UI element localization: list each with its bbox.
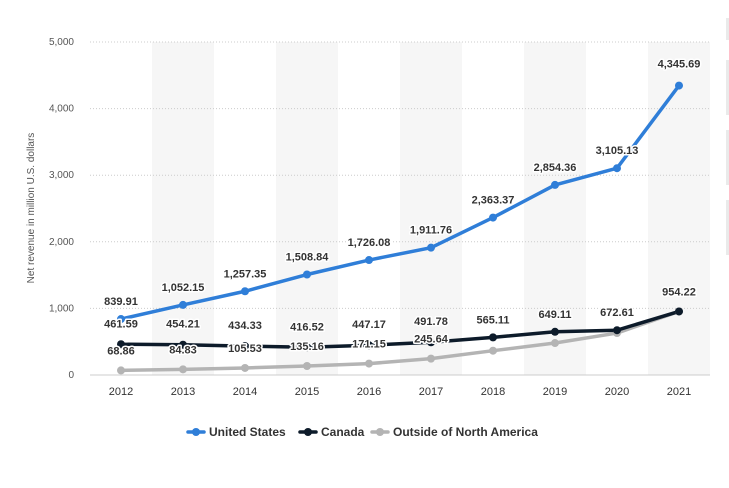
data-point <box>489 346 497 355</box>
data-point <box>241 363 249 372</box>
data-point <box>427 243 435 252</box>
y-axis-ticks: 0 1,000 2,000 3,000 4,000 5,000 <box>49 37 74 381</box>
data-label: 434.33 <box>228 320 262 332</box>
data-label: 68.86 <box>107 345 135 357</box>
data-label: 672.61 <box>600 307 634 319</box>
legend-swatch-marker <box>192 428 200 436</box>
data-label: 447.17 <box>352 319 386 331</box>
data-point <box>241 287 249 296</box>
data-label: 1,257.35 <box>224 268 267 280</box>
series-line-0 <box>119 83 681 321</box>
data-label: 454.21 <box>166 319 200 331</box>
data-point <box>489 213 497 222</box>
data-label: 1,508.84 <box>286 252 330 264</box>
x-tick-label: 2019 <box>543 386 567 398</box>
data-point <box>303 270 311 279</box>
legend-swatch-marker <box>376 428 384 436</box>
data-label: 649.11 <box>538 309 571 321</box>
plot-band <box>276 42 338 375</box>
data-label: 84.83 <box>169 344 197 356</box>
side-panel-edge <box>726 60 729 115</box>
data-point <box>303 361 311 370</box>
data-label: 3,105.13 <box>596 145 639 157</box>
data-point <box>675 307 683 316</box>
side-panel-edge <box>726 200 729 255</box>
data-point <box>675 81 683 90</box>
gridlines <box>90 41 710 376</box>
data-point <box>179 300 187 309</box>
side-panel-edge <box>726 18 729 40</box>
x-tick-label: 2021 <box>667 386 691 398</box>
data-point <box>613 164 621 173</box>
data-point <box>489 333 497 342</box>
data-point <box>365 359 373 368</box>
data-label: 2,363.37 <box>472 195 515 207</box>
data-labels: 839.91 1,052.15 1,257.35 1,508.84 1,726.08 1,… <box>103 57 702 359</box>
x-tick-label: 2018 <box>481 386 505 398</box>
data-point <box>427 354 435 363</box>
data-point <box>427 338 435 347</box>
x-tick-label: 2015 <box>295 386 319 398</box>
data-point <box>613 326 621 335</box>
legend-swatch-marker <box>304 428 312 436</box>
y-tick-label: 0 <box>68 370 74 381</box>
series-line-2 <box>119 309 681 373</box>
x-tick-label: 2020 <box>605 386 629 398</box>
y-tick-label: 5,000 <box>49 37 74 48</box>
data-label: 4,345.69 <box>658 59 701 71</box>
plot-band <box>152 42 214 375</box>
x-tick-label: 2016 <box>357 386 381 398</box>
data-point <box>179 340 187 349</box>
legend-label: Canada <box>321 425 365 439</box>
x-tick-label: 2013 <box>171 386 195 398</box>
data-label: 839.91 <box>104 296 138 308</box>
x-tick-label: 2012 <box>109 386 133 398</box>
legend-label: United States <box>209 425 286 439</box>
data-label: 1,911.76 <box>410 225 452 237</box>
data-point <box>365 341 373 350</box>
series-line-1 <box>119 309 681 350</box>
side-panel-edge <box>726 130 729 185</box>
data-label: 1,052.15 <box>162 282 205 294</box>
data-label: 1,726.08 <box>348 237 391 249</box>
data-label: 135.16 <box>290 341 324 353</box>
y-tick-label: 2,000 <box>49 237 74 248</box>
legend: United States Canada Outside of North Amer… <box>186 425 538 439</box>
x-tick-label: 2017 <box>419 386 443 398</box>
series-points <box>117 81 683 375</box>
data-label: 245.64 <box>414 334 449 346</box>
y-axis-label: Net revenue in million U.S. dollars <box>26 133 37 284</box>
data-label: 171.15 <box>352 339 386 351</box>
data-label: 416.52 <box>290 321 324 333</box>
data-point <box>241 342 249 351</box>
data-label: 2,854.36 <box>534 162 577 174</box>
plot-band <box>524 42 586 375</box>
plot-band <box>400 42 462 375</box>
series-lines <box>119 83 681 373</box>
y-tick-label: 3,000 <box>49 170 74 181</box>
x-tick-label: 2014 <box>233 386 257 398</box>
plot-band <box>648 42 710 375</box>
data-label: 954.22 <box>662 286 696 298</box>
data-point <box>551 327 559 336</box>
x-axis-ticks: 2012 2013 2014 2015 2016 2017 2018 2019 2020 2021 <box>109 386 691 398</box>
data-point <box>365 256 373 265</box>
data-label: 461.59 <box>104 318 138 330</box>
y-tick-label: 4,000 <box>49 104 74 115</box>
data-label: 105.53 <box>228 343 262 355</box>
data-point <box>117 315 125 324</box>
data-point <box>303 343 311 352</box>
data-point <box>117 340 125 349</box>
data-point <box>117 366 125 375</box>
data-point <box>179 365 187 374</box>
legend-label: Outside of North America <box>393 425 538 439</box>
data-point <box>551 339 559 348</box>
data-point <box>551 180 559 189</box>
data-label: 565.11 <box>476 314 509 326</box>
y-tick-label: 1,000 <box>49 303 74 314</box>
data-label: 491.78 <box>414 316 448 328</box>
